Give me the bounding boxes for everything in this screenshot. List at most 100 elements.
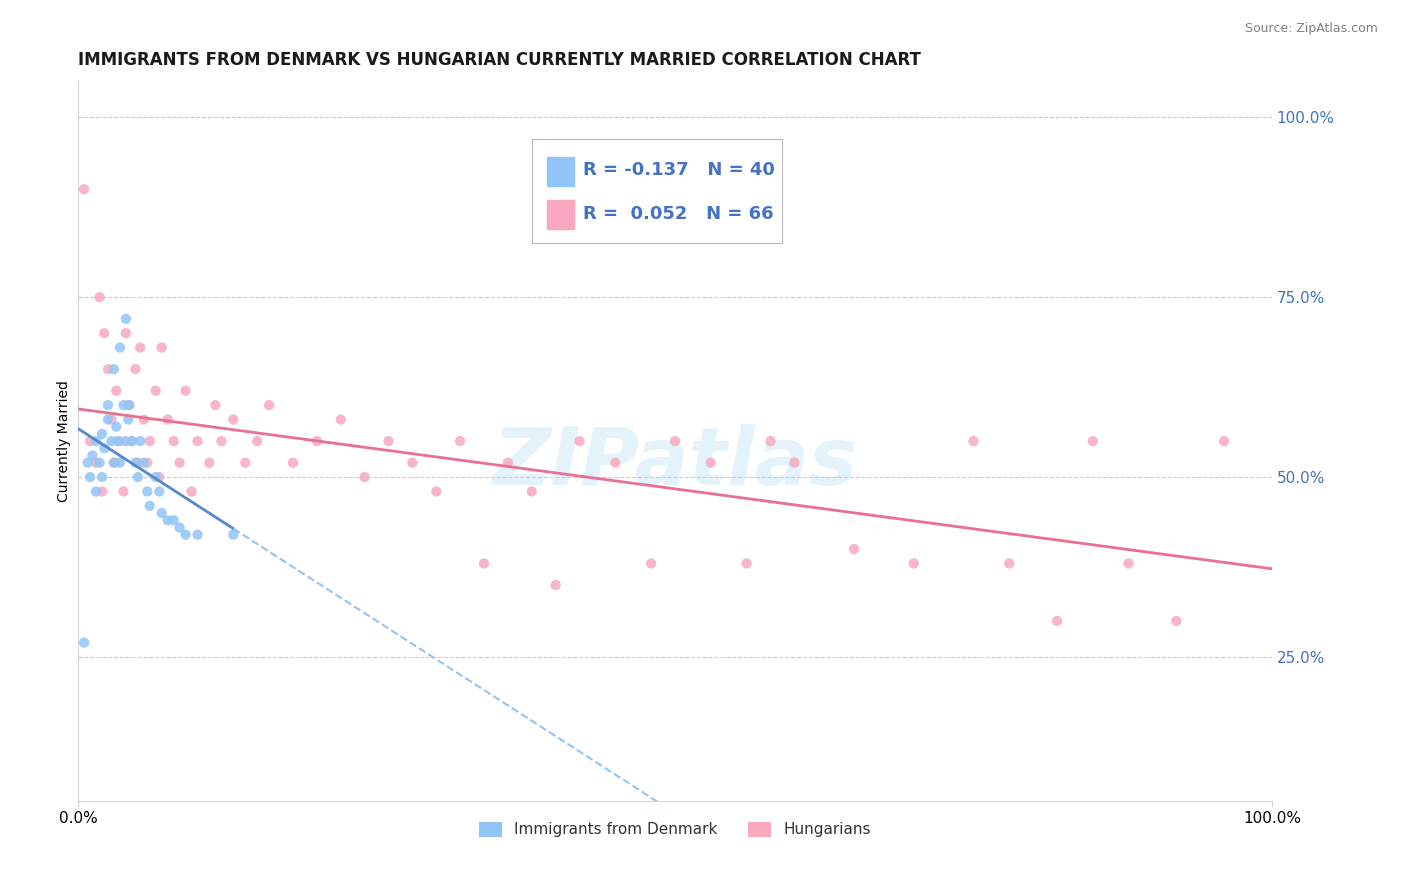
Text: Source: ZipAtlas.com: Source: ZipAtlas.com bbox=[1244, 22, 1378, 36]
Point bbox=[425, 484, 447, 499]
Point bbox=[84, 456, 107, 470]
Point bbox=[1213, 434, 1236, 449]
Point bbox=[97, 412, 120, 426]
Bar bbox=[547, 157, 574, 186]
Point bbox=[76, 456, 98, 470]
Point bbox=[73, 635, 96, 649]
Point bbox=[664, 434, 686, 449]
Point bbox=[73, 182, 96, 196]
Point bbox=[198, 456, 221, 470]
Text: IMMIGRANTS FROM DENMARK VS HUNGARIAN CURRENTLY MARRIED CORRELATION CHART: IMMIGRANTS FROM DENMARK VS HUNGARIAN CUR… bbox=[79, 51, 921, 69]
Point bbox=[118, 398, 141, 412]
Point bbox=[401, 456, 423, 470]
Point bbox=[103, 456, 125, 470]
Point bbox=[79, 470, 101, 484]
Point bbox=[79, 434, 101, 449]
Point bbox=[105, 384, 128, 398]
Point bbox=[139, 499, 162, 513]
Point bbox=[139, 434, 162, 449]
Point bbox=[180, 484, 202, 499]
Point bbox=[97, 398, 120, 412]
Point bbox=[472, 557, 495, 571]
Point bbox=[91, 470, 114, 484]
Point bbox=[124, 362, 146, 376]
Point bbox=[145, 384, 167, 398]
Text: R =  0.052   N = 66: R = 0.052 N = 66 bbox=[583, 205, 773, 224]
Point bbox=[129, 434, 152, 449]
Point bbox=[544, 578, 567, 592]
Point bbox=[148, 484, 170, 499]
Point bbox=[640, 557, 662, 571]
Point bbox=[1166, 614, 1188, 628]
Point bbox=[121, 434, 143, 449]
Point bbox=[127, 470, 149, 484]
Point bbox=[605, 456, 627, 470]
Point bbox=[91, 484, 114, 499]
Point bbox=[115, 434, 138, 449]
Point bbox=[1046, 614, 1069, 628]
Point bbox=[89, 290, 111, 304]
Point bbox=[233, 456, 256, 470]
Point bbox=[222, 527, 245, 541]
Point bbox=[108, 456, 131, 470]
Text: R = -0.137   N = 40: R = -0.137 N = 40 bbox=[583, 161, 775, 179]
Point bbox=[735, 557, 758, 571]
Point bbox=[145, 470, 167, 484]
Point bbox=[84, 434, 107, 449]
Point bbox=[305, 434, 328, 449]
Point bbox=[108, 434, 131, 449]
Point bbox=[89, 456, 111, 470]
Point bbox=[162, 434, 184, 449]
Point bbox=[209, 434, 232, 449]
Point bbox=[150, 341, 173, 355]
Point bbox=[162, 513, 184, 527]
Point bbox=[174, 384, 197, 398]
Bar bbox=[547, 200, 574, 229]
Point bbox=[117, 398, 139, 412]
Point bbox=[117, 412, 139, 426]
Point bbox=[1118, 557, 1140, 571]
Point bbox=[127, 456, 149, 470]
Point bbox=[112, 484, 135, 499]
Point bbox=[100, 434, 122, 449]
Point bbox=[97, 362, 120, 376]
Point bbox=[132, 412, 155, 426]
Point bbox=[103, 362, 125, 376]
Point bbox=[132, 456, 155, 470]
Point bbox=[93, 326, 115, 341]
Point bbox=[82, 449, 104, 463]
Point bbox=[568, 434, 591, 449]
Point bbox=[496, 456, 519, 470]
Point bbox=[93, 442, 115, 456]
Point bbox=[150, 506, 173, 520]
Point bbox=[257, 398, 280, 412]
Point bbox=[115, 326, 138, 341]
Point bbox=[112, 398, 135, 412]
Point bbox=[124, 456, 146, 470]
Point bbox=[148, 470, 170, 484]
Point bbox=[1081, 434, 1104, 449]
Point bbox=[700, 456, 723, 470]
Point bbox=[759, 434, 782, 449]
Point bbox=[108, 341, 131, 355]
Point bbox=[84, 484, 107, 499]
Point bbox=[998, 557, 1021, 571]
Point bbox=[136, 484, 159, 499]
Point bbox=[103, 456, 125, 470]
Point bbox=[107, 434, 129, 449]
Point bbox=[174, 527, 197, 541]
Point bbox=[222, 412, 245, 426]
Point bbox=[329, 412, 352, 426]
Y-axis label: Currently Married: Currently Married bbox=[58, 380, 72, 502]
Point bbox=[156, 513, 179, 527]
Point bbox=[121, 434, 143, 449]
Point bbox=[169, 520, 191, 534]
FancyBboxPatch shape bbox=[531, 139, 783, 244]
Point bbox=[962, 434, 984, 449]
Point bbox=[186, 434, 208, 449]
Point bbox=[449, 434, 471, 449]
Point bbox=[105, 419, 128, 434]
Point bbox=[186, 527, 208, 541]
Point bbox=[169, 456, 191, 470]
Legend: Immigrants from Denmark, Hungarians: Immigrants from Denmark, Hungarians bbox=[472, 815, 877, 844]
